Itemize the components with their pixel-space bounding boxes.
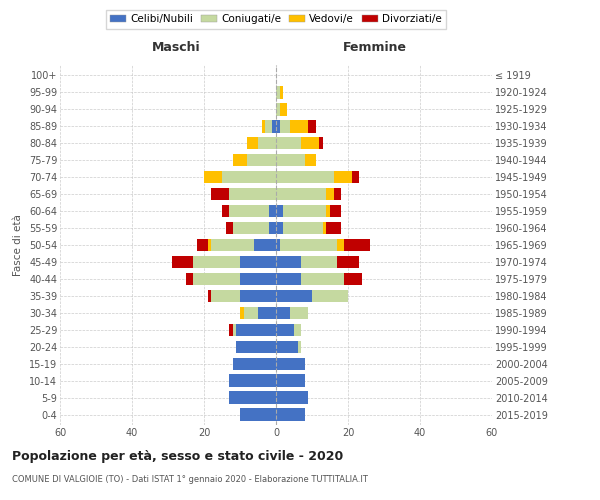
Bar — [208, 238, 211, 252]
Bar — [326, 222, 341, 234]
Y-axis label: Fasce di età: Fasce di età — [13, 214, 23, 276]
Bar — [334, 170, 352, 183]
Bar — [280, 103, 287, 116]
Bar — [229, 374, 276, 387]
Bar — [280, 86, 283, 99]
Bar — [240, 408, 276, 421]
Bar — [276, 358, 305, 370]
Bar — [262, 120, 265, 132]
Bar — [229, 188, 276, 200]
Bar — [269, 204, 276, 218]
Text: Maschi: Maschi — [152, 41, 201, 54]
Bar — [240, 272, 276, 285]
Bar — [269, 222, 276, 234]
Bar — [326, 204, 330, 218]
Bar — [193, 256, 240, 268]
Bar — [344, 238, 370, 252]
Bar — [276, 120, 280, 132]
Bar — [272, 120, 276, 132]
Bar — [276, 256, 301, 268]
Bar — [211, 188, 229, 200]
Bar — [229, 324, 233, 336]
Bar — [276, 272, 301, 285]
Bar — [254, 238, 276, 252]
Bar — [276, 136, 301, 149]
Bar — [276, 86, 280, 99]
Bar — [323, 222, 326, 234]
Bar — [276, 204, 283, 218]
Bar — [290, 120, 308, 132]
Bar — [229, 204, 269, 218]
Bar — [352, 170, 359, 183]
Bar — [337, 238, 344, 252]
Bar — [276, 392, 308, 404]
Bar — [172, 256, 193, 268]
Bar — [337, 256, 359, 268]
Bar — [276, 374, 305, 387]
Bar — [319, 136, 323, 149]
Bar — [240, 306, 244, 320]
Bar — [276, 290, 312, 302]
Bar — [283, 222, 323, 234]
Bar — [290, 306, 308, 320]
Bar — [222, 170, 276, 183]
Bar — [276, 154, 305, 166]
Bar — [208, 290, 211, 302]
Bar — [244, 306, 258, 320]
Bar — [186, 272, 193, 285]
Bar — [276, 408, 305, 421]
Bar — [193, 272, 240, 285]
Bar — [247, 136, 258, 149]
Bar — [326, 188, 334, 200]
Bar — [301, 256, 337, 268]
Bar — [276, 306, 290, 320]
Bar — [276, 170, 334, 183]
Bar — [280, 120, 290, 132]
Bar — [276, 238, 280, 252]
Bar — [258, 306, 276, 320]
Bar — [240, 290, 276, 302]
Bar — [301, 272, 344, 285]
Bar — [226, 222, 233, 234]
Bar — [312, 290, 348, 302]
Bar — [301, 136, 319, 149]
Bar — [330, 204, 341, 218]
Bar — [265, 120, 272, 132]
Text: COMUNE DI VALGIOIE (TO) - Dati ISTAT 1° gennaio 2020 - Elaborazione TUTTITALIA.I: COMUNE DI VALGIOIE (TO) - Dati ISTAT 1° … — [12, 475, 368, 484]
Bar — [258, 136, 276, 149]
Bar — [211, 290, 240, 302]
Bar — [294, 324, 301, 336]
Bar — [280, 238, 337, 252]
Legend: Celibi/Nubili, Coniugati/e, Vedovi/e, Divorziati/e: Celibi/Nubili, Coniugati/e, Vedovi/e, Di… — [106, 10, 446, 29]
Bar — [211, 238, 254, 252]
Bar — [276, 222, 283, 234]
Bar — [204, 170, 222, 183]
Bar — [222, 204, 229, 218]
Bar — [298, 340, 301, 353]
Bar — [233, 154, 247, 166]
Text: Femmine: Femmine — [343, 41, 407, 54]
Bar — [233, 222, 269, 234]
Bar — [276, 340, 298, 353]
Bar — [240, 256, 276, 268]
Bar — [344, 272, 362, 285]
Bar — [276, 324, 294, 336]
Bar — [308, 120, 316, 132]
Bar — [229, 392, 276, 404]
Bar — [236, 324, 276, 336]
Bar — [276, 188, 326, 200]
Bar — [334, 188, 341, 200]
Bar — [305, 154, 316, 166]
Bar — [236, 340, 276, 353]
Bar — [197, 238, 208, 252]
Bar — [233, 358, 276, 370]
Text: Popolazione per età, sesso e stato civile - 2020: Popolazione per età, sesso e stato civil… — [12, 450, 343, 463]
Bar — [283, 204, 326, 218]
Bar — [247, 154, 276, 166]
Bar — [233, 324, 236, 336]
Bar — [276, 103, 280, 116]
